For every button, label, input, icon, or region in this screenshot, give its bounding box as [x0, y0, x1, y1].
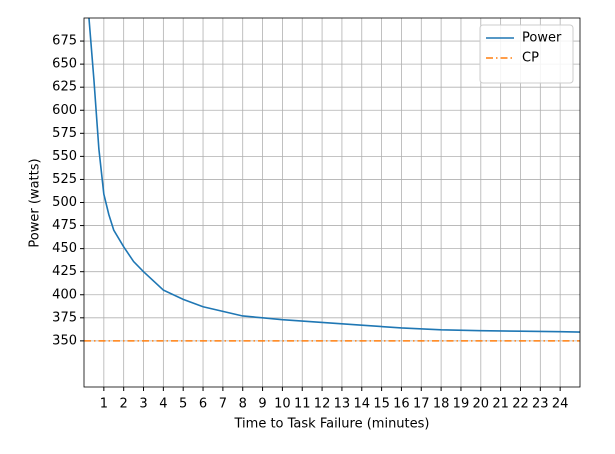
x-tick-label: 12 [314, 397, 331, 412]
y-tick-label: 525 [52, 172, 77, 187]
y-tick-label: 450 [52, 241, 77, 256]
y-tick-label: 375 [52, 310, 77, 325]
x-tick-label: 4 [159, 397, 167, 412]
x-tick-label: 14 [353, 397, 370, 412]
plot-area [84, 18, 580, 342]
y-tick-label: 600 [52, 103, 77, 118]
x-axis-label: Time to Task Failure (minutes) [234, 417, 430, 432]
x-tick-label: 20 [473, 397, 490, 412]
y-tick-label: 475 [52, 218, 77, 233]
legend-label: CP [522, 51, 539, 66]
y-tick-label: 425 [52, 264, 77, 279]
x-tick-label: 10 [274, 397, 291, 412]
x-tick-label: 1 [100, 397, 108, 412]
y-tick-label: 625 [52, 80, 77, 95]
x-tick-label: 23 [532, 397, 549, 412]
legend-box [479, 24, 574, 84]
x-tick-label: 8 [239, 397, 247, 412]
x-tick-label: 18 [433, 397, 450, 412]
y-tick-label: 550 [52, 149, 77, 164]
x-tick-label: 5 [179, 397, 187, 412]
x-tick-label: 2 [120, 397, 128, 412]
y-tick-label: 650 [52, 57, 77, 72]
x-tick-label: 24 [552, 397, 569, 412]
y-tick-label: 675 [52, 34, 77, 49]
line-power [88, 18, 580, 333]
x-tick-label: 3 [139, 397, 147, 412]
x-tick-label: 22 [512, 397, 529, 412]
x-tick-label: 21 [492, 397, 509, 412]
x-tick-label: 17 [413, 397, 430, 412]
y-tick-label: 350 [52, 333, 77, 348]
x-tick-label: 6 [199, 397, 207, 412]
x-tick-label: 7 [219, 397, 227, 412]
y-tick-label: 575 [52, 126, 77, 141]
x-tick-label: 19 [453, 397, 470, 412]
y-tick-label: 500 [52, 195, 77, 210]
x-tick-label: 11 [294, 397, 311, 412]
x-tick-label: 13 [334, 397, 351, 412]
y-axis-label: Power (watts) [28, 158, 43, 247]
x-tick-label: 9 [258, 397, 266, 412]
x-tick-label: 15 [373, 397, 390, 412]
y-tick-label: 400 [52, 287, 77, 302]
legend-label: Power [522, 31, 562, 46]
plot-frame [83, 17, 581, 388]
x-tick-label: 16 [393, 397, 410, 412]
